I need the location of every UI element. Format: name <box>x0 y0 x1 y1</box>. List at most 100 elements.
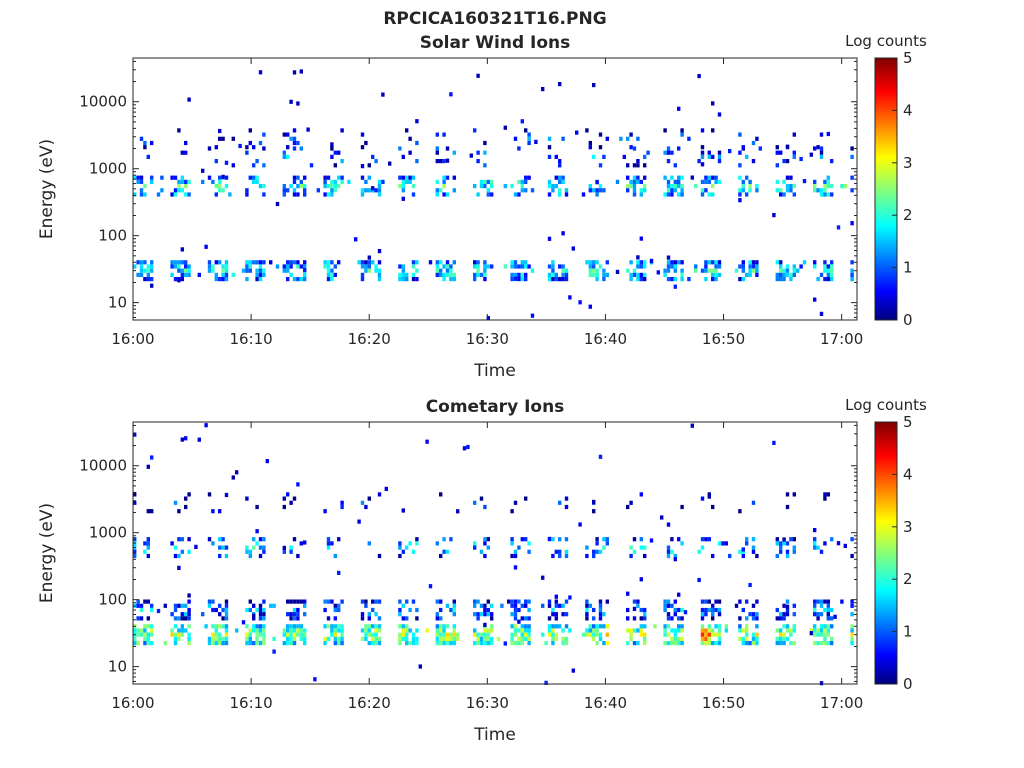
heatmap-cell <box>214 628 218 633</box>
heatmap-cell <box>377 179 382 184</box>
heatmap-cell <box>439 641 443 646</box>
heatmap-cell <box>554 636 558 641</box>
heatmap-cell <box>711 628 715 633</box>
heatmap-cell <box>490 184 494 189</box>
heatmap-cell <box>707 624 711 629</box>
heatmap-cell <box>789 272 793 277</box>
heatmap-cell <box>626 607 630 613</box>
heatmap-cell <box>221 616 225 621</box>
heatmap-cell <box>643 188 647 193</box>
heatmap-cell <box>677 607 681 613</box>
heatmap-cell <box>483 260 487 265</box>
heatmap-cell <box>483 641 487 646</box>
heatmap-cell <box>483 184 487 189</box>
heatmap-cell <box>748 188 752 193</box>
heatmap-cell <box>850 636 854 641</box>
heatmap-cell <box>150 628 154 633</box>
heatmap-cell <box>364 504 368 510</box>
heatmap-cell <box>473 628 477 633</box>
heatmap-cell <box>473 545 477 550</box>
heatmap-cell <box>282 184 286 189</box>
heatmap-cell <box>224 628 229 633</box>
heatmap-cell <box>554 612 558 617</box>
heatmap-cell <box>170 632 174 637</box>
heatmap-cell <box>299 628 303 633</box>
heatmap-cell <box>813 603 817 608</box>
heatmap-cell <box>258 641 263 646</box>
heatmap-cell <box>333 616 337 621</box>
heatmap-cell <box>262 545 266 550</box>
heatmap-cell <box>405 628 409 633</box>
colorbar-tick-label: 2 <box>903 570 913 588</box>
heatmap-cell <box>408 628 412 633</box>
heatmap-cell <box>527 136 531 141</box>
heatmap-cell <box>292 612 297 617</box>
heatmap-cell <box>415 607 419 613</box>
heatmap-cell <box>415 119 419 124</box>
heatmap-cell <box>371 599 375 604</box>
heatmap-cell <box>177 278 181 283</box>
heatmap-cell <box>180 150 184 155</box>
heatmap-cell <box>830 607 834 613</box>
heatmap-cell <box>534 139 538 144</box>
heatmap-cell <box>207 264 212 269</box>
heatmap-cell <box>558 175 562 180</box>
heatmap-cell <box>687 136 691 141</box>
heatmap-cell <box>632 179 637 184</box>
heatmap-cell <box>296 264 300 269</box>
heatmap-cell <box>595 188 599 193</box>
heatmap-cell <box>255 624 259 629</box>
heatmap-cell <box>272 603 276 608</box>
heatmap-cell <box>180 272 184 277</box>
heatmap-cell <box>411 549 416 554</box>
heatmap-cell <box>677 179 681 184</box>
heatmap-cell <box>792 192 796 197</box>
heatmap-cell <box>592 636 596 641</box>
heatmap-cell <box>755 641 759 646</box>
heatmap-cell <box>813 179 817 184</box>
heatmap-cell <box>585 128 589 133</box>
heatmap-cell <box>211 624 215 629</box>
heatmap-cell <box>779 188 783 193</box>
heatmap-cell <box>643 260 647 265</box>
heatmap-cell <box>476 268 480 273</box>
heatmap-cell <box>547 536 552 541</box>
heatmap-cell <box>626 268 630 273</box>
heatmap-cell <box>639 624 643 629</box>
heatmap-cell <box>282 641 286 646</box>
heatmap-cell <box>282 496 286 501</box>
heatmap-cell <box>823 607 827 613</box>
heatmap-cell <box>819 150 824 155</box>
heatmap-cell <box>228 192 232 197</box>
heatmap-cell <box>235 470 239 475</box>
heatmap-cell <box>133 636 137 641</box>
heatmap-cell <box>673 284 677 289</box>
heatmap-cell <box>670 188 674 193</box>
heatmap-cell <box>143 636 147 641</box>
heatmap-cell <box>439 268 443 273</box>
heatmap-cell <box>221 641 225 646</box>
heatmap-cell <box>830 272 834 277</box>
heatmap-cell <box>296 624 300 629</box>
heatmap-cell <box>367 496 371 501</box>
heatmap-cell <box>224 184 229 189</box>
heatmap-cell <box>711 260 715 265</box>
heatmap-cell <box>262 132 266 137</box>
heatmap-cell <box>792 184 796 189</box>
heatmap-cell <box>734 603 739 608</box>
heatmap-cell <box>524 179 528 184</box>
heatmap-cell <box>748 582 752 588</box>
heatmap-cell <box>755 272 759 277</box>
heatmap-cell <box>476 272 480 277</box>
heatmap-cell <box>670 175 674 180</box>
heatmap-cell <box>252 613 256 618</box>
heatmap-cell <box>520 179 524 184</box>
heatmap-cell <box>588 260 592 265</box>
heatmap-cell <box>486 612 490 617</box>
heatmap-cell <box>836 225 841 230</box>
heatmap-cell <box>452 636 456 641</box>
heatmap-cell <box>707 268 711 273</box>
heatmap-cell <box>670 192 674 197</box>
heatmap-cell <box>371 186 375 191</box>
heatmap-cell <box>255 529 259 534</box>
